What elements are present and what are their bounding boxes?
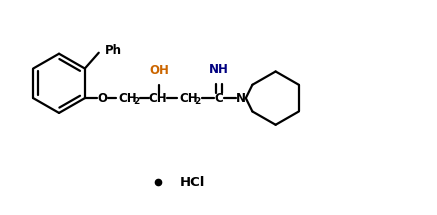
Text: 2: 2: [133, 97, 139, 106]
Text: C: C: [215, 92, 223, 105]
Text: N: N: [236, 92, 246, 105]
Text: CH: CH: [118, 92, 137, 105]
Text: 2: 2: [194, 97, 201, 106]
Text: O: O: [98, 92, 108, 105]
Text: HCl: HCl: [180, 175, 206, 189]
Text: CH: CH: [180, 92, 198, 105]
Text: CH: CH: [148, 92, 166, 105]
Text: OH: OH: [149, 64, 169, 77]
Text: NH: NH: [209, 63, 229, 76]
Text: Ph: Ph: [105, 44, 122, 57]
